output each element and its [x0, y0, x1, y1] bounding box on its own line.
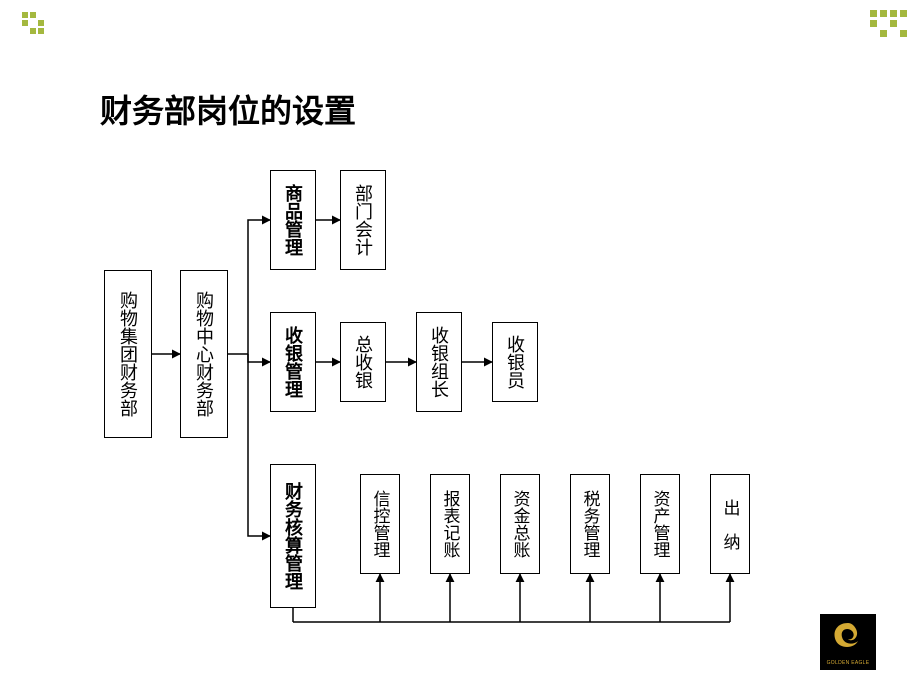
decor-square — [880, 10, 887, 17]
decor-square — [900, 10, 907, 17]
flow-node-n10: 信控管理 — [360, 474, 400, 574]
decor-square — [890, 10, 897, 17]
flow-node-n13: 税务管理 — [570, 474, 610, 574]
flow-node-label: 资金总账 — [508, 490, 533, 558]
flow-node-label: 报表记账 — [438, 490, 463, 558]
flow-node-n4: 部门会计 — [340, 170, 386, 270]
flow-node-label: 部门会计 — [350, 184, 376, 256]
flow-node-label: 商品管理 — [280, 184, 306, 256]
decor-square — [870, 20, 877, 27]
page-title: 财务部岗位的设置 — [100, 86, 356, 132]
flow-node-label: 出 纳 — [718, 499, 743, 550]
decor-square — [38, 20, 44, 26]
flow-node-label: 财务核算管理 — [280, 482, 306, 590]
flow-node-label: 税务管理 — [578, 490, 603, 558]
golden-eagle-icon — [824, 619, 872, 659]
flow-node-n11: 报表记账 — [430, 474, 470, 574]
flow-node-label: 购物中心财务部 — [191, 291, 217, 417]
decor-square — [30, 28, 36, 34]
decor-square — [38, 28, 44, 34]
flow-node-n14: 资产管理 — [640, 474, 680, 574]
decor-square — [870, 10, 877, 17]
flow-node-n6: 总收银 — [340, 322, 386, 402]
decor-square — [880, 30, 887, 37]
decor-square — [890, 20, 897, 27]
flow-node-n3: 商品管理 — [270, 170, 316, 270]
flow-node-n9: 财务核算管理 — [270, 464, 316, 608]
decor-square — [900, 30, 907, 37]
flow-node-label: 收银员 — [502, 335, 528, 389]
flow-node-n2: 购物中心财务部 — [180, 270, 228, 438]
flow-node-label: 信控管理 — [368, 490, 393, 558]
brand-logo-label: GOLDEN EAGLE — [827, 660, 870, 666]
flow-node-label: 收银组长 — [426, 326, 452, 398]
flow-node-n12: 资金总账 — [500, 474, 540, 574]
flow-node-label: 购物集团财务部 — [115, 291, 141, 417]
decor-square — [22, 12, 28, 18]
flow-node-n5: 收银管理 — [270, 312, 316, 412]
flow-node-label: 资产管理 — [648, 490, 673, 558]
flow-node-label: 收银管理 — [280, 326, 306, 398]
flow-node-n1: 购物集团财务部 — [104, 270, 152, 438]
flow-node-label: 总收银 — [350, 335, 376, 389]
flow-node-n7: 收银组长 — [416, 312, 462, 412]
brand-logo: GOLDEN EAGLE — [820, 614, 876, 670]
decor-square — [30, 12, 36, 18]
flow-node-n8: 收银员 — [492, 322, 538, 402]
flow-node-n15: 出 纳 — [710, 474, 750, 574]
page-title-text: 财务部岗位的设置 — [100, 93, 356, 129]
decor-square — [22, 20, 28, 26]
